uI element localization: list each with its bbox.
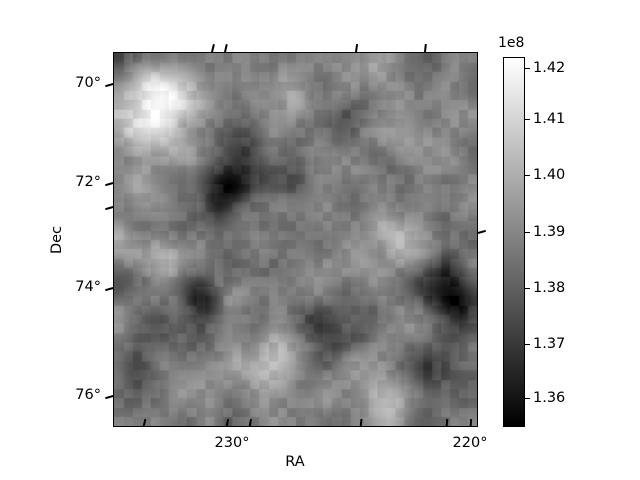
colorbar-tick-mark — [525, 288, 530, 290]
colorbar-tick-label: 1.38 — [533, 279, 566, 296]
colorbar-tick-label: 1.40 — [533, 166, 566, 183]
x-axis-tick-label: 220° — [452, 435, 488, 451]
colorbar-tick-mark — [525, 232, 530, 234]
colorbar[interactable] — [503, 57, 525, 427]
axis-tick-mark — [355, 43, 358, 53]
colorbar-tick-mark — [525, 119, 530, 121]
x-axis-tick-label: 230° — [214, 435, 250, 451]
colorbar-offset-text: 1e8 — [498, 35, 525, 51]
y-axis-tick-label: 74° — [75, 278, 101, 295]
colorbar-tick-label: 1.36 — [533, 389, 566, 406]
colorbar-tick-label: 1.37 — [533, 335, 566, 352]
x-axis-label: RA — [285, 454, 305, 470]
axis-tick-mark — [105, 206, 114, 210]
y-axis-tick-label: 76° — [75, 386, 101, 403]
axis-tick-mark — [105, 287, 114, 291]
axis-tick-mark — [105, 83, 114, 87]
colorbar-tick-label: 1.42 — [533, 59, 566, 76]
colorbar-tick-label: 1.39 — [533, 223, 566, 240]
axis-tick-mark — [224, 44, 228, 53]
sky-map-image-axes[interactable] — [113, 52, 478, 427]
colorbar-tick-mark — [525, 68, 530, 70]
colorbar-tick-mark — [525, 344, 530, 346]
axis-tick-mark — [477, 229, 486, 234]
colorbar-tick-mark — [525, 398, 530, 400]
sky-map-heatmap — [114, 53, 477, 426]
colorbar-tick-mark — [525, 175, 530, 177]
axis-tick-mark — [424, 43, 427, 53]
colorbar-tick-label: 1.41 — [533, 110, 566, 127]
y-axis-label: Dec — [48, 225, 65, 255]
y-axis-tick-label: 72° — [75, 173, 101, 190]
axis-tick-mark — [211, 44, 215, 53]
axis-tick-mark — [105, 182, 114, 186]
axis-tick-mark — [105, 395, 114, 399]
y-axis-tick-label: 70° — [75, 74, 101, 91]
